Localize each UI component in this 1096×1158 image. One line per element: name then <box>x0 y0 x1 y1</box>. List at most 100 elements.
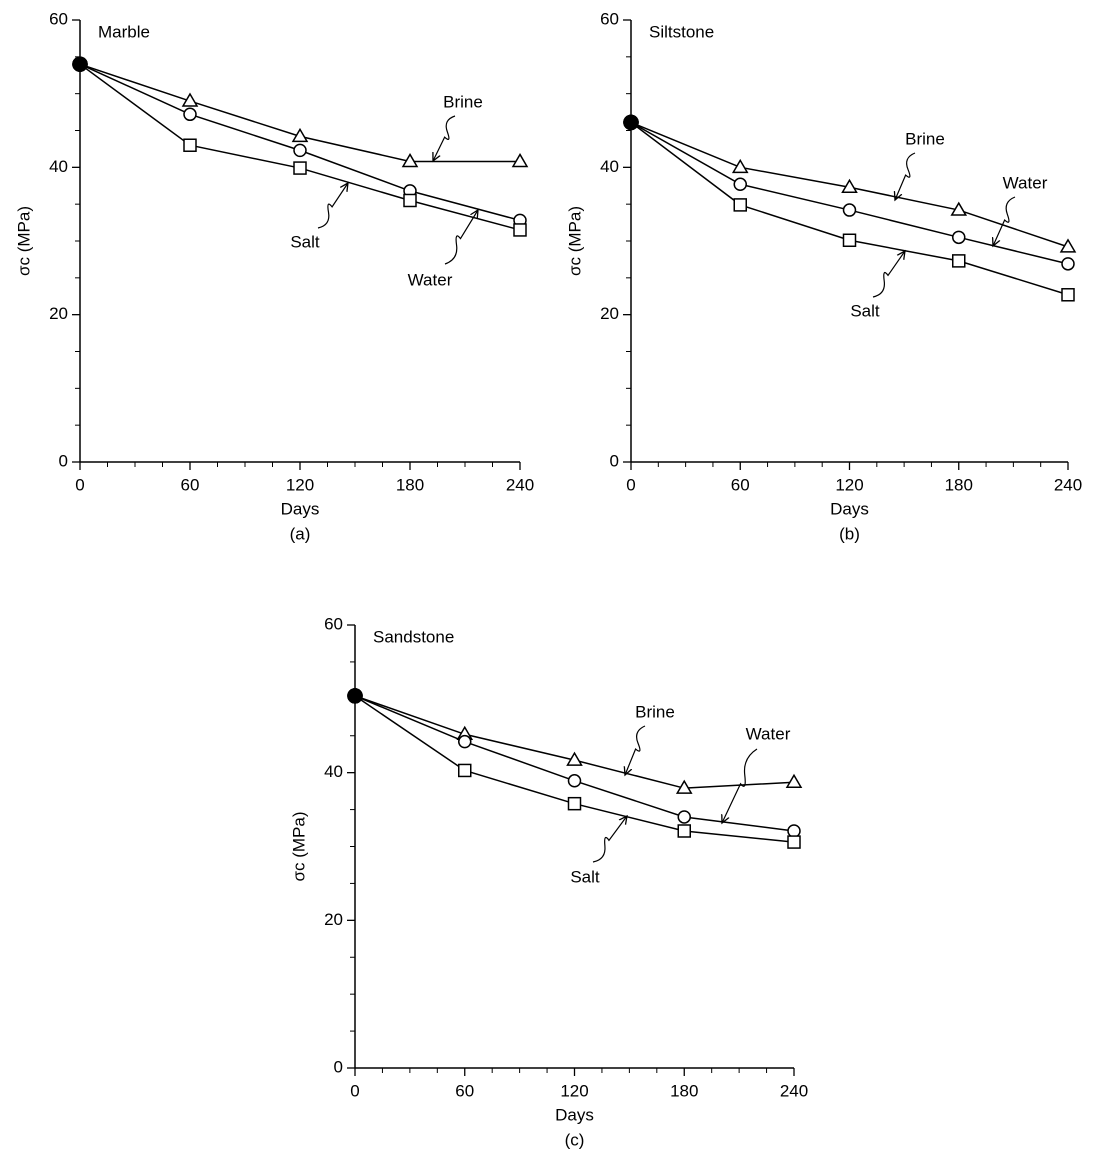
x-tick-label: 0 <box>626 475 635 494</box>
circle-marker <box>183 107 197 122</box>
triangle-marker <box>291 127 309 143</box>
circle-marker <box>677 810 691 824</box>
circle-marker <box>952 230 966 245</box>
x-tick-label: 60 <box>731 475 750 494</box>
label-arrow <box>433 115 456 161</box>
y-tick-label: 0 <box>59 451 68 470</box>
y-tick-label: 60 <box>324 614 343 633</box>
caption: (c) <box>565 1130 585 1149</box>
square-marker <box>403 193 417 208</box>
label-arrow <box>872 251 905 298</box>
x-tick-label: 180 <box>945 475 973 494</box>
square-marker <box>293 161 307 175</box>
square-marker <box>787 835 801 849</box>
series-label: Brine <box>635 702 675 721</box>
square-marker <box>1061 288 1075 302</box>
y-axis-label: σc (MPa) <box>289 812 308 882</box>
y-tick-label: 60 <box>600 9 619 28</box>
series-label: Water <box>746 724 791 743</box>
x-tick-label: 240 <box>1054 475 1082 494</box>
label-arrow <box>895 152 916 200</box>
chart-title: Sandstone <box>373 627 454 646</box>
square-marker <box>458 763 472 778</box>
square-marker <box>952 254 966 268</box>
triangle-marker <box>675 779 693 794</box>
x-tick-label: 60 <box>181 475 200 494</box>
label-arrow <box>993 196 1016 246</box>
y-tick-label: 0 <box>334 1057 343 1076</box>
square-marker <box>513 223 527 237</box>
x-axis-label: Days <box>830 499 869 518</box>
series-line <box>354 695 795 843</box>
y-tick-label: 0 <box>610 451 619 470</box>
x-axis-label: Days <box>555 1105 594 1124</box>
x-tick-label: 120 <box>560 1081 588 1100</box>
x-tick-label: 120 <box>835 475 863 494</box>
square-marker <box>183 138 197 152</box>
square-marker <box>733 198 747 212</box>
x-tick-label: 0 <box>350 1081 359 1100</box>
circle-marker <box>787 824 801 838</box>
y-axis-label: σc (MPa) <box>565 206 584 276</box>
triangle-marker <box>1059 238 1077 253</box>
x-tick-label: 60 <box>455 1081 474 1100</box>
circle-marker <box>293 143 307 158</box>
triangle-marker <box>950 201 968 216</box>
triangle-marker <box>566 751 583 766</box>
x-tick-label: 120 <box>286 475 314 494</box>
chart-title: Marble <box>98 22 150 41</box>
x-axis-label: Days <box>281 499 320 518</box>
circle-marker <box>733 177 747 192</box>
triangle-marker <box>785 773 803 789</box>
y-tick-label: 20 <box>600 304 619 323</box>
circle-marker <box>842 203 857 217</box>
x-tick-label: 180 <box>396 475 424 494</box>
start-point <box>72 56 88 72</box>
circle-marker <box>567 774 582 788</box>
triangle-marker <box>181 92 199 107</box>
x-tick-label: 180 <box>670 1081 698 1100</box>
caption: (a) <box>290 524 311 543</box>
panel: 0 60 120 180 240 0 20 40 60 Marble Days (a) σc (MPa)… <box>14 9 534 543</box>
circle-marker <box>458 734 472 749</box>
triangle-marker <box>731 158 749 174</box>
y-axis-label: σc (MPa) <box>14 206 33 276</box>
series-label: Water <box>1003 173 1048 192</box>
series-label: Water <box>408 270 453 289</box>
start-point <box>347 688 363 704</box>
triangle-marker <box>511 152 529 168</box>
series-line <box>79 63 521 222</box>
x-tick-label: 240 <box>780 1081 808 1100</box>
square-marker <box>567 796 582 811</box>
label-arrow <box>444 210 478 265</box>
y-tick-label: 40 <box>49 157 68 176</box>
series-label: Salt <box>850 301 880 320</box>
series-label: Brine <box>905 129 945 148</box>
triangle-marker <box>401 152 419 168</box>
y-tick-label: 60 <box>49 9 68 28</box>
series-label: Brine <box>443 92 483 111</box>
label-arrow <box>592 816 627 863</box>
y-tick-label: 40 <box>600 157 619 176</box>
y-tick-label: 20 <box>49 304 68 323</box>
triangle-marker <box>841 178 858 193</box>
start-point <box>623 114 639 131</box>
series-label: Salt <box>290 232 320 251</box>
series-label: Salt <box>570 867 600 886</box>
panel: 0 60 120 180 240 0 20 40 60 Sandstone Days (c) σc (M… <box>289 614 808 1149</box>
caption: (b) <box>839 524 860 543</box>
label-arrow <box>317 183 348 229</box>
square-marker <box>677 824 691 838</box>
square-marker <box>842 233 857 248</box>
label-arrow <box>722 748 758 823</box>
circle-marker <box>1061 257 1075 271</box>
y-tick-label: 20 <box>324 910 343 929</box>
x-tick-label: 240 <box>506 475 534 494</box>
y-tick-label: 40 <box>324 762 343 781</box>
panel: 0 60 120 180 240 0 20 40 60 Siltstone Days (b) σc (M… <box>565 9 1082 543</box>
label-arrow <box>625 725 646 775</box>
chart-title: Siltstone <box>649 22 714 41</box>
x-tick-label: 0 <box>75 475 84 494</box>
